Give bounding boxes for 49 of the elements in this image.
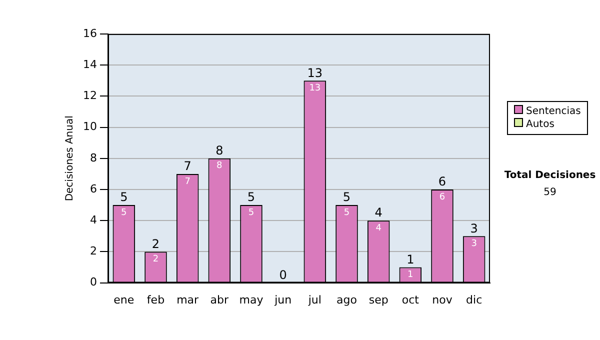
total-label: 6 [438,174,446,189]
y-tick-label: 16 [82,26,97,40]
data-label: 2 [152,254,159,265]
x-tick-label: mar [176,293,200,306]
total-label: 4 [374,206,382,220]
data-label: 3 [471,238,477,249]
x-tick-label: ago [336,293,358,306]
text: Total Decisiones [503,170,597,181]
total-label: 5 [247,190,256,204]
x-tick-label: may [239,293,264,306]
x-tick-label: feb [146,293,165,306]
x-tick-label: jul [307,293,322,306]
total-label: 5 [120,190,128,204]
legend-label: Autos [525,118,556,131]
total-label: 2 [152,236,160,251]
legend-label: Sentencias [525,105,581,118]
x-tick-label: nov [432,293,453,306]
data-label: 4 [376,223,382,234]
total-label: 13 [307,66,323,80]
data-label: 5 [344,208,350,218]
x-tick-label: ene [114,293,134,306]
x-tick-label: abr [210,293,230,306]
y-tick-label: 0 [90,276,97,289]
x-tick-label: oct [402,293,420,306]
data-label: 13 [309,83,321,94]
y-tick-label: 8 [90,151,97,164]
data-label: 5 [248,208,254,218]
data-label: 8 [216,161,223,172]
y-tick-label: 10 [82,120,97,134]
x-tick-label: dic [466,293,482,306]
total-label: 5 [342,190,351,204]
total-label: 1 [406,252,414,266]
text: 59 [542,187,558,198]
data-label: 5 [121,208,127,218]
data-label: 6 [439,192,446,202]
total-label: 8 [216,144,224,158]
y-tick-label: 4 [90,213,97,226]
total-label: 3 [470,221,478,236]
y-tick-label: 2 [90,244,97,258]
data-label: 1 [408,270,414,280]
x-tick-label: jun [274,293,292,306]
y-tick-label: 6 [90,182,97,196]
y-axis-title: Decisiones Anual [64,116,76,202]
x-tick-label: sep [368,293,388,306]
y-tick-label: 12 [82,89,97,102]
y-tick-label: 14 [82,58,97,71]
total-label: 7 [184,159,192,174]
data-label: 7 [184,176,190,187]
total-label: 0 [279,268,287,282]
